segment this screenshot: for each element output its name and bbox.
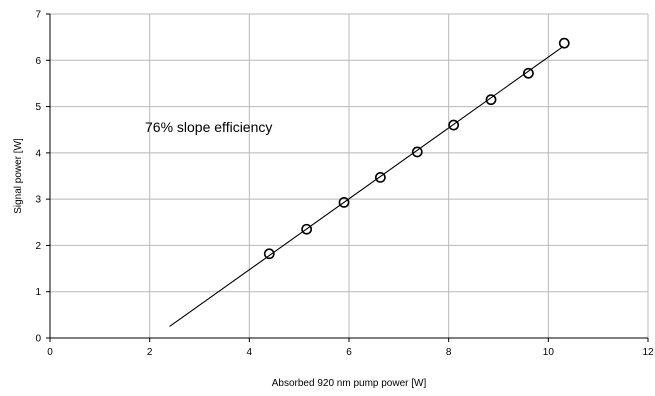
- x-tick-label: 2: [147, 347, 153, 358]
- y-tick-label: 0: [35, 334, 41, 345]
- data-point: [448, 119, 460, 131]
- x-tick-label: 6: [346, 347, 352, 358]
- data-point: [263, 248, 275, 260]
- x-tick-label: 0: [47, 347, 53, 358]
- gridlines: [50, 13, 649, 338]
- y-tick-label: 3: [35, 195, 41, 206]
- data-point: [411, 146, 423, 158]
- x-tick-label: 4: [247, 347, 253, 358]
- data-point: [338, 196, 350, 208]
- y-tick-label: 5: [35, 102, 41, 113]
- x-tick-label: 10: [543, 347, 555, 358]
- y-tick-label: 6: [35, 56, 41, 67]
- annotation-text: 76% slope efficiency: [145, 119, 272, 135]
- data-point: [301, 223, 313, 235]
- x-tick-label: 12: [642, 347, 654, 358]
- data-point: [485, 94, 497, 106]
- y-axis-title: Signal power [W]: [13, 138, 24, 214]
- y-tick-label: 4: [35, 148, 41, 159]
- data-point: [374, 171, 386, 183]
- data-points: [263, 37, 570, 260]
- y-tick-label: 7: [35, 10, 41, 21]
- data-point: [523, 67, 534, 79]
- fit-layer: [169, 45, 564, 327]
- x-axis-title: Absorbed 920 nm pump power [W]: [272, 378, 427, 389]
- y-tick-label: 1: [35, 287, 41, 298]
- x-tick-label: 8: [446, 347, 452, 358]
- fit-line: [169, 45, 564, 327]
- y-tick-label: 2: [35, 241, 41, 252]
- data-point: [558, 37, 570, 49]
